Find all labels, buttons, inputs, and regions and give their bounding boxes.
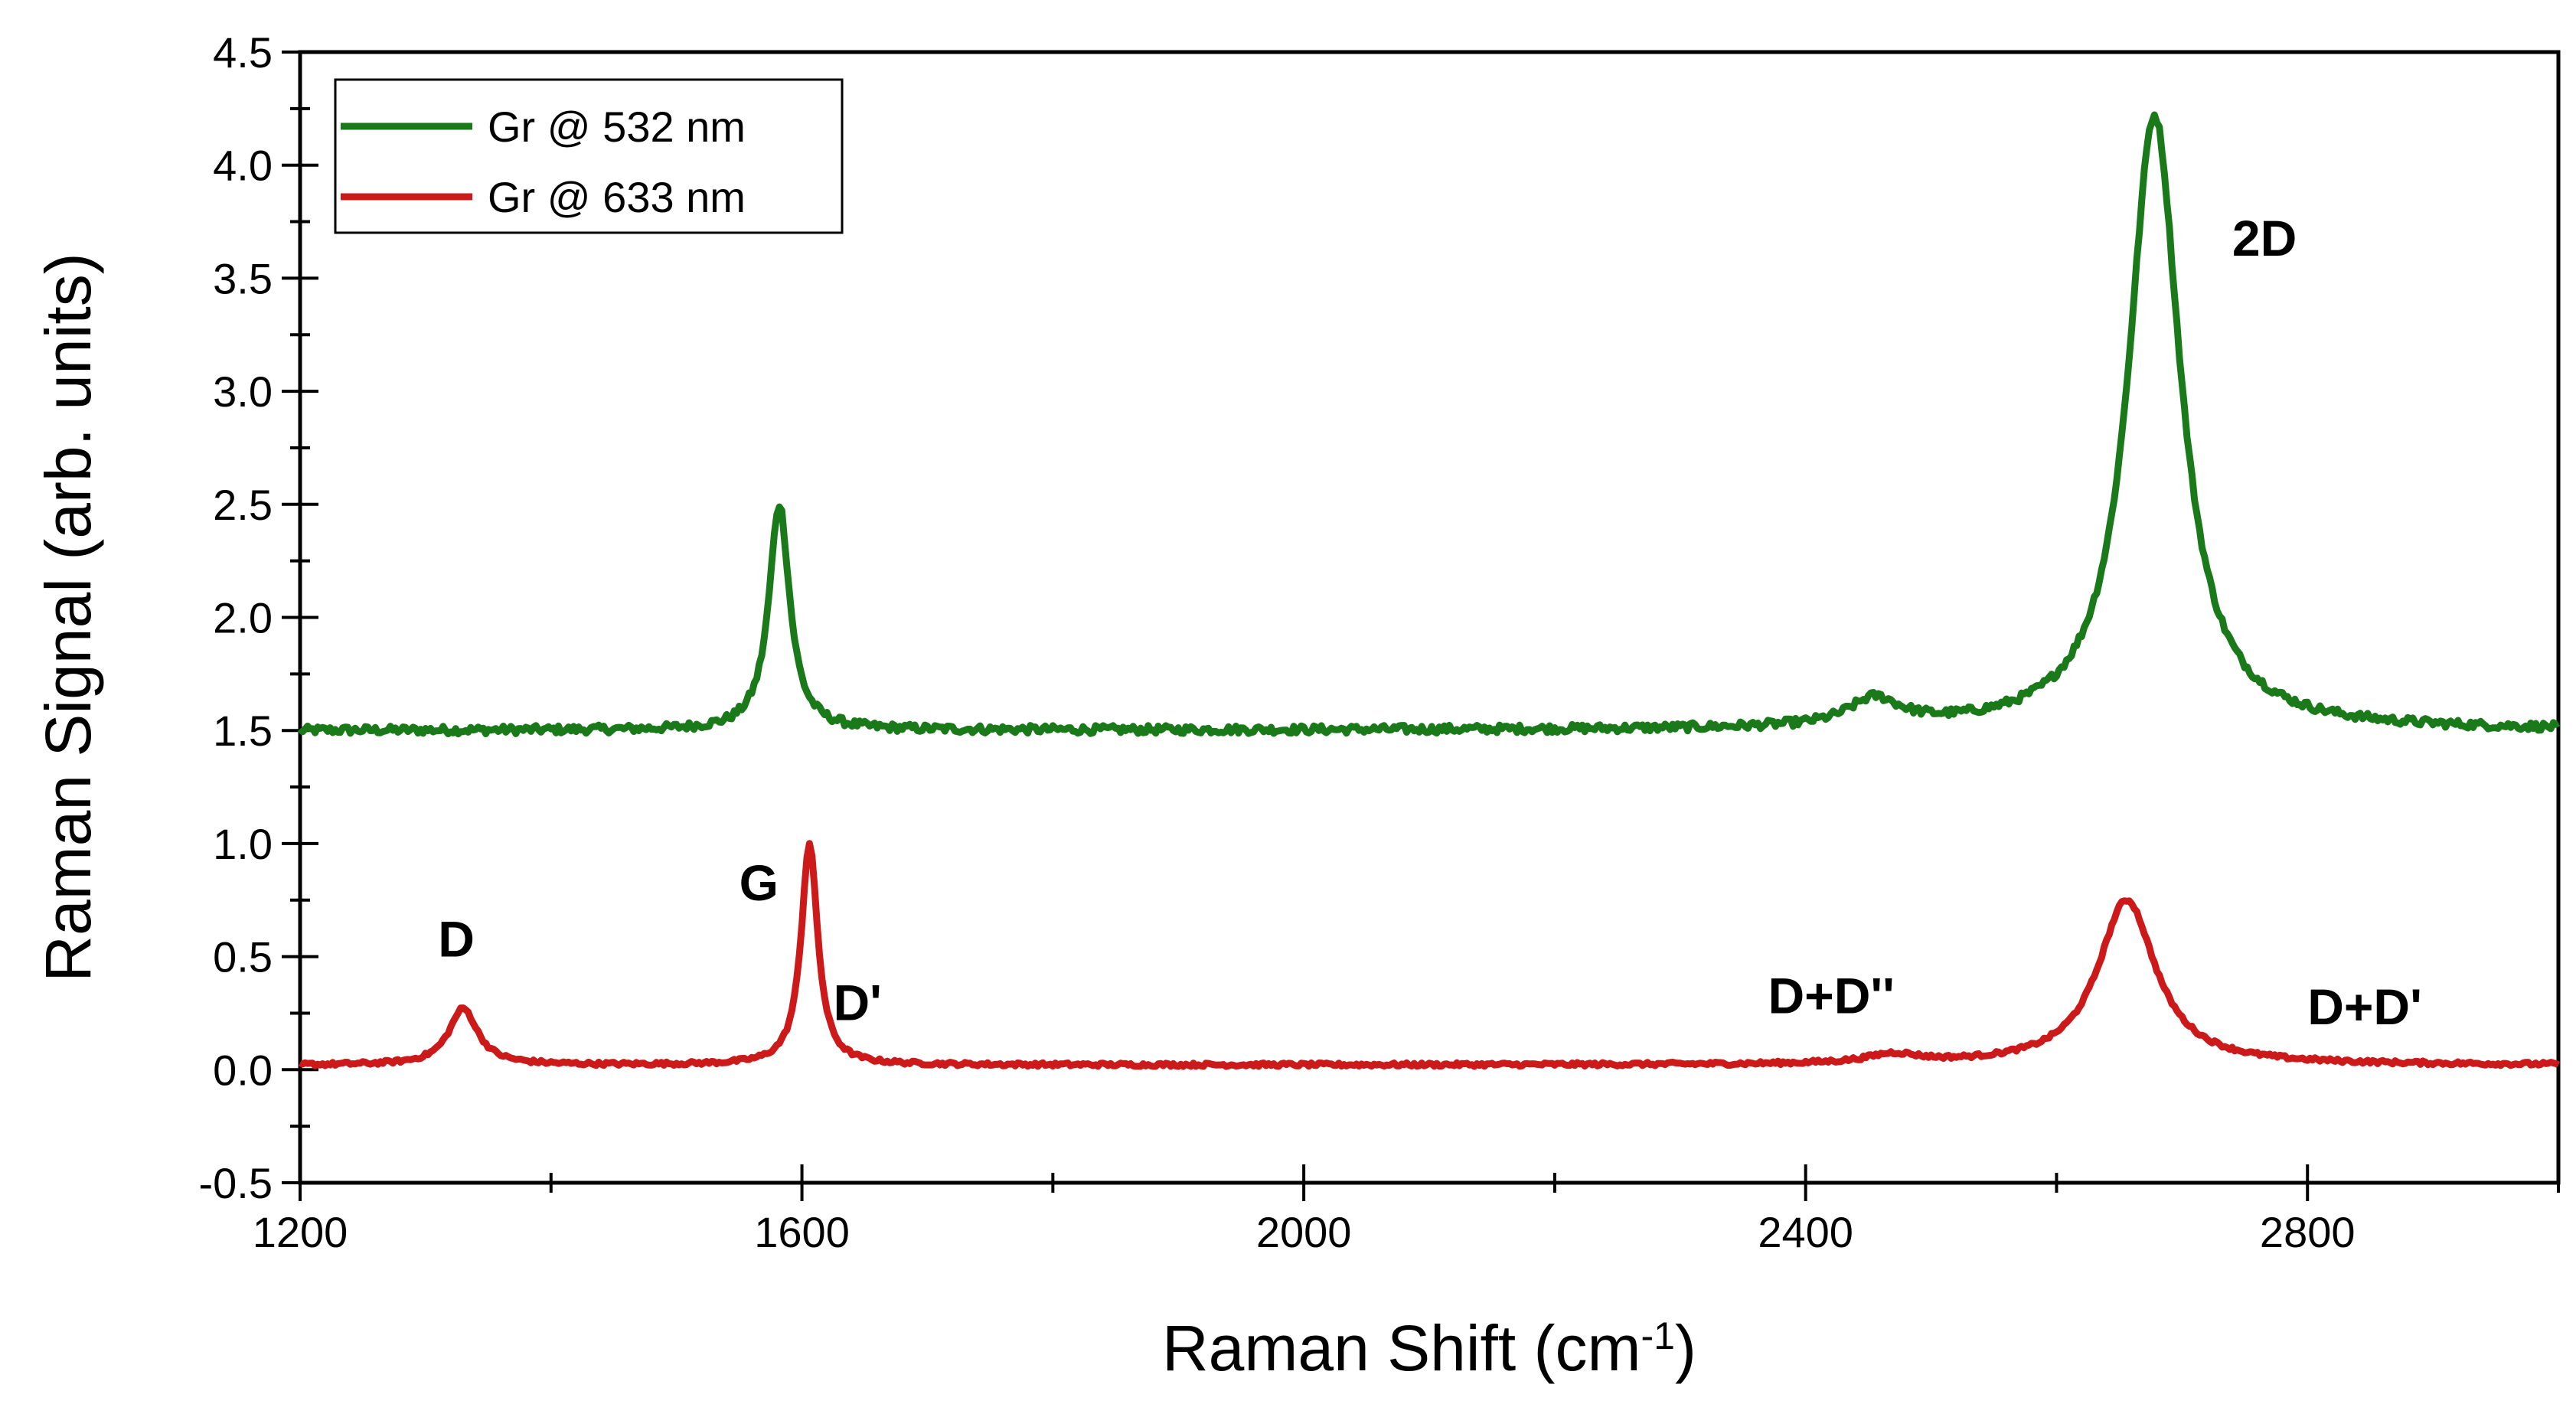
- y-tick-label: -0.5: [199, 1159, 273, 1207]
- peak-annotation: 2D: [2232, 210, 2297, 266]
- y-tick-label: 0.5: [213, 933, 273, 981]
- annotations-layer: 2D G D D' D+D'' D+D': [438, 210, 2422, 1035]
- y-tick-label: 0.0: [213, 1046, 273, 1094]
- x-axis-title-close: ): [1675, 1312, 1696, 1384]
- legend-label: Gr @ 633 nm: [488, 173, 746, 221]
- y-tick-label: 1.5: [213, 707, 273, 755]
- x-axis-title-main: Raman Shift (cm: [1162, 1312, 1641, 1384]
- x-tick-label: 2400: [1758, 1208, 1853, 1256]
- legend-label: Gr @ 532 nm: [488, 103, 746, 151]
- y-tick-label: 2.0: [213, 594, 273, 642]
- y-tick-label: 4.5: [213, 28, 273, 77]
- series-layer: [297, 111, 2561, 1070]
- y-tick-label: 4.0: [213, 142, 273, 190]
- legend: Gr @ 532 nm Gr @ 633 nm: [334, 78, 844, 234]
- peak-annotation: G: [739, 854, 779, 911]
- ticks-layer: 1200 1600 2000 2400 2800 -0.5 0.0 0.5 1.0 1.5 2.0 2…: [199, 28, 2560, 1256]
- series-line-1: [297, 111, 2561, 738]
- x-axis-title-superscript: -1: [1641, 1314, 1675, 1357]
- x-tick-label: 2000: [1256, 1208, 1352, 1256]
- x-tick-label: 2800: [2260, 1208, 2356, 1256]
- x-axis-title: Raman Shift (cm-1): [1162, 1312, 1696, 1384]
- legend-box: [334, 78, 844, 234]
- peak-annotation: D+D': [2307, 978, 2422, 1035]
- y-tick-label: 2.5: [213, 481, 273, 529]
- series-line-2: [298, 840, 2561, 1070]
- y-tick-label: 3.0: [213, 367, 273, 416]
- peak-annotation: D: [438, 911, 475, 968]
- peak-annotation: D': [834, 974, 882, 1030]
- y-axis-title: Raman Signal (arb. units): [32, 253, 104, 981]
- x-tick-label: 1600: [754, 1208, 850, 1256]
- peak-annotation: D+D'': [1768, 967, 1895, 1024]
- x-tick-label: 1200: [253, 1208, 348, 1256]
- y-tick-label: 3.5: [213, 254, 273, 302]
- y-tick-label: 1.0: [213, 820, 273, 868]
